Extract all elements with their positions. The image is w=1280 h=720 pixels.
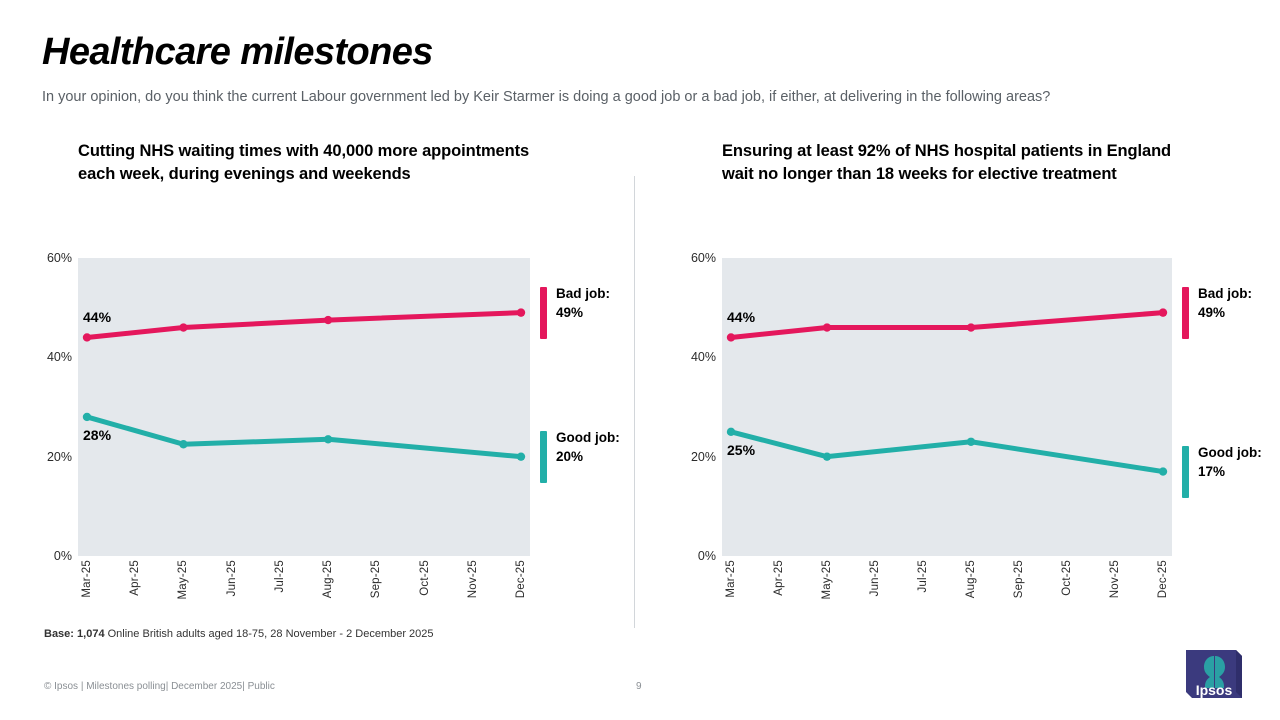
x-tick-label: Oct-25 bbox=[1061, 560, 1073, 596]
x-tick-label: Dec-25 bbox=[1157, 560, 1169, 599]
x-tick-label: Apr-25 bbox=[129, 560, 142, 596]
base-value: 1,074 bbox=[77, 628, 105, 640]
chart-panel-right: Ensuring at least 92% of NHS hospital pa… bbox=[691, 140, 1278, 600]
data-point-marker bbox=[516, 452, 526, 461]
y-axis-left: 0% 20% 40% 60% bbox=[30, 251, 72, 563]
x-tick-label: Aug-25 bbox=[322, 560, 335, 599]
series-layer-right bbox=[726, 308, 1168, 476]
data-point-marker bbox=[516, 308, 526, 317]
x-tick-label: Oct-25 bbox=[418, 560, 431, 596]
data-point-marker bbox=[822, 452, 832, 461]
data-point-marker bbox=[1158, 308, 1168, 317]
data-point-marker bbox=[82, 333, 92, 342]
line-chart-left: 0% 20% 40% 60% Mar-25 Apr-25 May-25 Jun-25 Jul-… bbox=[47, 251, 634, 606]
base-label: Base: bbox=[44, 628, 74, 640]
series-line bbox=[728, 429, 1166, 475]
data-point-marker bbox=[179, 323, 188, 332]
page-subtitle: In your opinion, do you think the curren… bbox=[42, 89, 1051, 105]
x-tick-label: Jun-25 bbox=[869, 560, 881, 597]
legend-color-bar bbox=[540, 430, 547, 483]
x-axis-left: Mar-25 Apr-25 May-25 Jun-25 Jul-25 Aug-25 Sep-… bbox=[78, 560, 530, 620]
ipsos-logo: Ipsos bbox=[1186, 650, 1242, 698]
series-line bbox=[84, 310, 524, 340]
base-text: Online British adults aged 18-75, 28 Nov… bbox=[107, 628, 434, 640]
x-tick-label: Nov-25 bbox=[466, 560, 479, 599]
data-point-label: 25% bbox=[727, 441, 756, 458]
x-tick-label: Jun-25 bbox=[225, 560, 238, 597]
data-point-label: 44% bbox=[727, 309, 756, 326]
data-point-marker bbox=[82, 412, 92, 422]
y-tick-label: 60% bbox=[690, 251, 716, 265]
legend-text: Good job: 20% bbox=[556, 428, 620, 467]
x-tick-label: Nov-25 bbox=[1109, 560, 1121, 599]
svg-text:Ipsos: Ipsos bbox=[1196, 682, 1233, 698]
data-point-label: 28% bbox=[83, 426, 112, 443]
y-tick-label: 20% bbox=[46, 449, 72, 464]
plot-area-right bbox=[722, 258, 1172, 556]
chart-title-right: Ensuring at least 92% of NHS hospital pa… bbox=[722, 142, 1172, 184]
y-tick-label: 0% bbox=[53, 549, 72, 563]
data-point-marker bbox=[1158, 467, 1168, 476]
data-point-marker bbox=[822, 323, 832, 332]
y-tick-label: 20% bbox=[690, 449, 716, 464]
x-tick-label: Mar-25 bbox=[81, 560, 93, 598]
line-chart-right: 0% 20% 40% 60% Mar-25 Apr-25 May-25 Jun-25 Jul-… bbox=[691, 251, 1278, 606]
x-tick-label: May-25 bbox=[821, 560, 833, 600]
x-tick-label: May-25 bbox=[177, 560, 190, 600]
x-tick-label: Jul-25 bbox=[273, 560, 286, 593]
page-number: 9 bbox=[636, 681, 642, 692]
legend-series-name: Good job: bbox=[1198, 444, 1262, 460]
x-tick-label: Sep-25 bbox=[370, 560, 383, 599]
panel-divider bbox=[634, 176, 635, 628]
page-title: Healthcare milestones bbox=[42, 31, 433, 73]
data-point-marker bbox=[179, 440, 188, 449]
data-point-label: 44% bbox=[83, 309, 112, 326]
legend-series-value: 49% bbox=[556, 305, 584, 321]
legend-text: Bad job: 49% bbox=[1198, 284, 1252, 323]
y-tick-label: 40% bbox=[46, 350, 72, 365]
legend-series-value: 17% bbox=[1198, 464, 1226, 480]
y-tick-label: 60% bbox=[46, 251, 72, 265]
legend-color-bar bbox=[1182, 445, 1189, 498]
legend-series-name: Bad job: bbox=[1198, 285, 1252, 301]
data-point-marker bbox=[966, 437, 976, 446]
legend-series-value: 20% bbox=[556, 449, 584, 465]
x-tick-label: Dec-25 bbox=[515, 560, 527, 599]
copyright-line: © Ipsos | Milestones polling| December 2… bbox=[44, 681, 275, 692]
chart-panel-left: Cutting NHS waiting times with 40,000 mo… bbox=[47, 140, 634, 600]
legend-series-name: Good job: bbox=[556, 429, 620, 445]
y-axis-right: 0% 20% 40% 60% bbox=[674, 251, 716, 563]
x-tick-label: Aug-25 bbox=[965, 560, 977, 599]
legend-text: Bad job: 49% bbox=[556, 284, 610, 323]
data-point-marker bbox=[323, 315, 333, 325]
y-tick-label: 40% bbox=[690, 350, 716, 365]
legend-color-bar bbox=[540, 286, 547, 339]
series-line bbox=[84, 414, 524, 460]
plot-area-left bbox=[78, 258, 530, 556]
base-note: Base: 1,074 Online British adults aged 1… bbox=[44, 628, 434, 640]
legend-text: Good job: 17% bbox=[1198, 443, 1262, 482]
y-tick-label: 0% bbox=[697, 549, 716, 563]
legend-color-bar bbox=[1182, 286, 1189, 339]
x-axis-right: Mar-25 Apr-25 May-25 Jun-25 Jul-25 Aug-25 Sep-… bbox=[722, 560, 1172, 620]
chart-title-left: Cutting NHS waiting times with 40,000 mo… bbox=[78, 142, 530, 184]
x-tick-label: Jul-25 bbox=[917, 560, 929, 593]
x-tick-label: Mar-25 bbox=[725, 560, 737, 598]
data-point-marker bbox=[726, 333, 736, 342]
data-point-marker bbox=[966, 323, 976, 332]
x-tick-label: Apr-25 bbox=[773, 560, 785, 596]
data-point-marker bbox=[323, 435, 333, 444]
legend-series-value: 49% bbox=[1198, 305, 1226, 321]
series-line bbox=[728, 310, 1166, 340]
x-tick-label: Sep-25 bbox=[1013, 560, 1025, 599]
series-layer-left bbox=[82, 308, 526, 461]
legend-series-name: Bad job: bbox=[556, 285, 610, 301]
data-point-marker bbox=[726, 427, 736, 437]
